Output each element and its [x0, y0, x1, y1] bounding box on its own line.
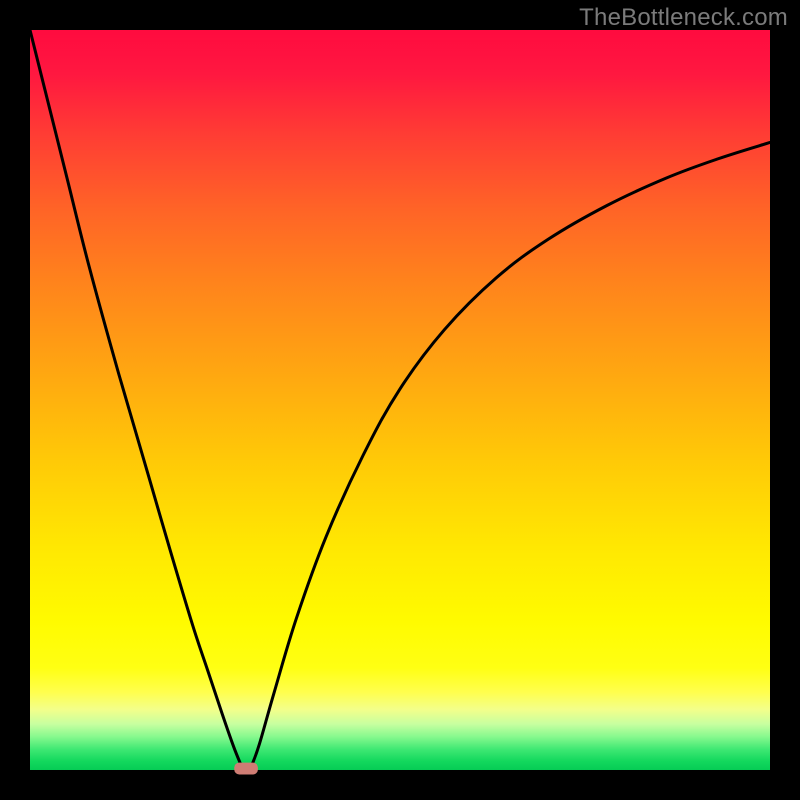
chart-frame: TheBottleneck.com	[0, 0, 800, 800]
optimum-marker	[234, 763, 258, 775]
watermark-text: TheBottleneck.com	[579, 4, 788, 32]
chart-svg	[0, 0, 800, 800]
plot-background	[30, 30, 770, 770]
